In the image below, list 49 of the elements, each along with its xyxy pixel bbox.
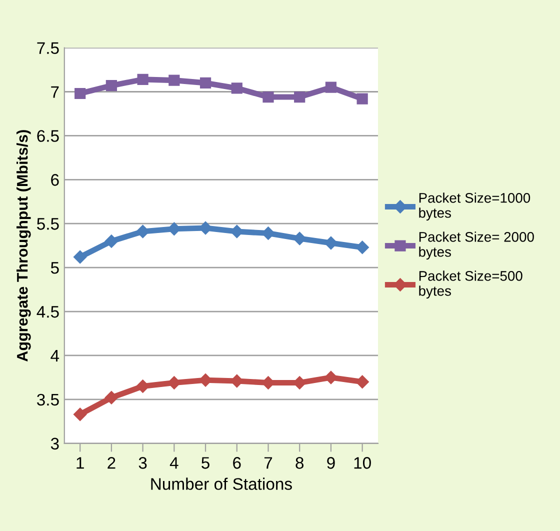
point — [262, 91, 274, 103]
point — [168, 376, 181, 390]
y-tick-label: 4 — [50, 350, 60, 362]
legend-label: Packet Size=1000 bytes — [419, 192, 530, 221]
point — [200, 77, 212, 89]
y-tick-label: 4.5 — [36, 306, 59, 318]
legend-label: Packet Size= 2000 bytes — [419, 232, 534, 260]
point — [73, 250, 87, 264]
point — [73, 408, 87, 421]
point — [104, 391, 118, 404]
point — [136, 224, 150, 238]
y-tick-label: 5 — [50, 262, 59, 274]
y-tick-label: 6.5 — [37, 130, 59, 142]
x-tick-label: 4 — [170, 457, 178, 469]
x-tick-label: 3 — [138, 457, 147, 469]
x-tick-label: 7 — [264, 457, 272, 469]
point — [356, 240, 369, 254]
y-tick-label: 7 — [51, 86, 59, 98]
x-tick-label: 8 — [296, 457, 304, 469]
point — [325, 82, 337, 93]
x-tick-label: 1 — [76, 457, 84, 469]
y-tick-label: 5.5 — [37, 218, 59, 230]
point — [293, 232, 306, 246]
y-tick-label: 6 — [51, 174, 59, 186]
point — [262, 226, 275, 240]
y-tick-label: 7.5 — [37, 42, 59, 54]
x-tick-label: 5 — [202, 457, 210, 469]
point — [168, 74, 180, 86]
point — [231, 82, 242, 94]
point — [230, 224, 244, 238]
y-axis-title: Aggregate Throughput (Mbits/s) — [16, 130, 31, 362]
point — [104, 234, 118, 248]
x-tick-label: 6 — [233, 457, 241, 469]
x-tick-label: 9 — [327, 457, 335, 469]
y-tick-label: 3.5 — [37, 394, 59, 406]
y-tick-label: 3 — [50, 438, 59, 450]
x-tick-label: 10 — [354, 457, 371, 469]
x-tick-label: 2 — [108, 457, 116, 469]
point — [324, 236, 338, 250]
x-axis-title: Number of Stations — [151, 478, 292, 490]
point — [324, 370, 338, 384]
point — [106, 80, 117, 92]
point — [74, 88, 86, 100]
point — [356, 375, 369, 388]
point — [136, 380, 150, 393]
legend-label: Packet Size=500 bytes — [419, 270, 522, 299]
point — [294, 91, 306, 103]
point — [356, 93, 368, 104]
point — [137, 74, 148, 85]
